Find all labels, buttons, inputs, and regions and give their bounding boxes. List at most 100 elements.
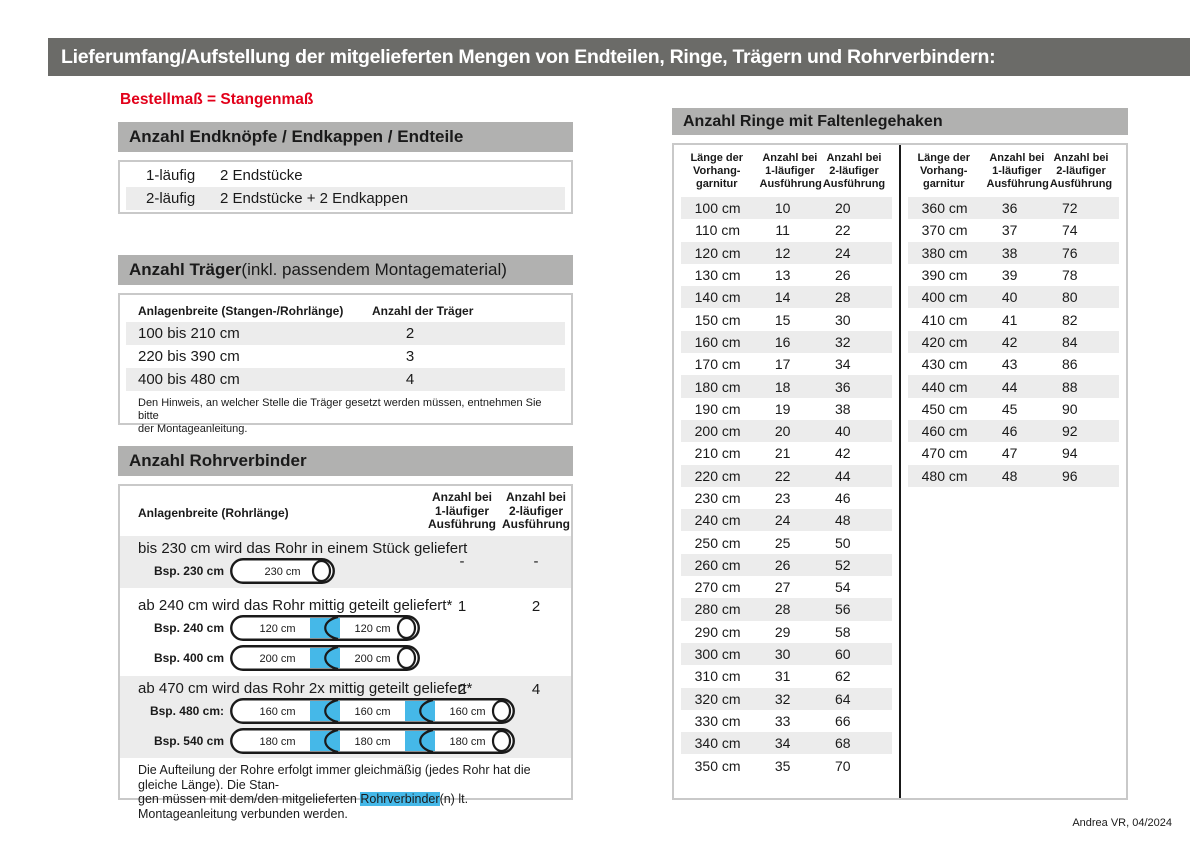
range-cell: 400 bis 480 cm [138,371,240,388]
page-title-bar: Lieferumfang/Aufstellung der mitgeliefer… [48,38,1190,76]
count-1laeufig-cell: 17 [774,356,791,373]
length-cell: 300 cm [694,646,741,663]
page-title: Lieferumfang/Aufstellung der mitgeliefer… [61,45,996,68]
count-2laeufig-cell: 62 [835,668,851,685]
rohrverbinder-highlight: Rohrverbinder [360,792,440,806]
example-label: Bsp. 480 cm: [149,704,224,718]
endteile-value: 2 Endstücke [220,167,303,184]
ring-table-row: 430 cm 43 86 [908,353,1119,375]
length-cell: 210 cm [694,445,741,462]
ringe-panel: Länge der Vorhang- garnitur Anzahl bei 1… [672,143,1128,800]
count-2laeufig-cell: 54 [835,579,851,596]
traeger-table: Anlagenbreite (Stangen-/Rohrlänge) Anzah… [118,293,573,435]
length-cell: 280 cm [694,601,741,618]
ring-table-row: 250 cm 25 50 [681,531,892,553]
count-1laeufig-cell: 28 [774,601,791,618]
endteile-row: 1-läufig 2 Endstücke [126,164,565,187]
count-2laeufig-cell: 56 [835,601,851,618]
count-cell: 4 [405,371,415,388]
length-cell: 420 cm [921,333,968,350]
length-cell: 200 cm [694,423,741,440]
ring-table-row: 140 cm 14 28 [681,286,892,309]
ring-header-1laeufig: Anzahl bei 1-läufiger Ausführung [759,152,822,190]
ring-table-row: 420 cm 42 84 [908,330,1119,354]
length-cell: 470 cm [921,445,968,462]
length-cell: 480 cm [921,467,968,484]
ring-table-row: 330 cm 33 66 [681,710,892,732]
count-2laeufig-cell: 82 [1062,311,1078,328]
count-1laeufig-cell: 38 [1001,244,1018,261]
count-1laeufig-cell: 14 [774,289,791,306]
ring-table-row: 160 cm 16 32 [681,330,892,354]
length-cell: 250 cm [694,534,741,551]
section-header-endteile: Anzahl Endknöpfe / Endkappen / Endteile [118,122,573,152]
ring-table-row: 410 cm 41 82 [908,308,1119,330]
length-cell: 230 cm [694,490,741,506]
ring-table-row: 130 cm 13 26 [681,264,892,286]
count-1laeufig-cell: 32 [774,690,791,707]
ring-table-row: 390 cm 39 78 [908,264,1119,286]
ring-table-row: 370 cm 37 74 [908,219,1119,241]
count-1laeufig-cell: 34 [774,735,791,752]
count-1laeufig-cell: 27 [774,579,791,596]
count-1laeufig-cell: 11 [775,222,790,239]
ring-rows-left: 100 cm 10 20 110 cm 11 22 120 cm 12 24 130 cm 13 26… [674,197,899,777]
length-cell: 320 cm [694,690,741,707]
count-2laeufig: 4 [531,681,541,698]
page-footer: Andrea VR, 04/2024 [1072,817,1172,829]
count-1laeufig-cell: 25 [774,534,791,551]
length-cell: 120 cm [694,244,741,261]
count-2laeufig-cell: 90 [1062,400,1078,417]
count-1laeufig-cell: 39 [1001,267,1018,284]
tube-diagram: 200 cm 200 cm [230,645,420,671]
count-2laeufig-cell: 30 [835,311,851,328]
svg-text:160 cm: 160 cm [259,706,295,718]
count-2laeufig-cell: 96 [1062,467,1078,484]
section-header-ringe: Anzahl Ringe mit Faltenlegehaken [672,108,1128,135]
svg-text:180 cm: 180 cm [259,736,295,748]
count-2laeufig-cell: 26 [835,267,851,284]
count-2laeufig-cell: 28 [835,289,851,306]
svg-text:200 cm: 200 cm [259,653,295,665]
length-cell: 240 cm [694,512,741,529]
count-cell: 3 [405,348,415,365]
count-2laeufig-cell: 58 [835,623,851,640]
count-2laeufig-cell: 60 [835,646,851,663]
column-header-1laeufig: Anzahl bei 1-läufiger Ausführung [428,490,496,531]
rohr-note-line2-post: (n) lt. Montageanleitung verbunden werde… [138,792,469,821]
traeger-row: 220 bis 390 cm 3 [126,345,565,368]
ring-header-laenge: Länge der Vorhang- garnitur [917,152,971,190]
count-1laeufig-cell: 13 [774,267,791,284]
count-2laeufig-cell: 48 [835,512,851,529]
endteile-value: 2 Endstücke + 2 Endkappen [220,190,409,207]
ring-table-row: 440 cm 44 88 [908,375,1119,398]
tube-diagram: 120 cm 120 cm [230,615,420,641]
length-cell: 360 cm [921,200,968,217]
tube-diagram: 230 cm [230,558,335,584]
count-1laeufig-cell: 33 [774,712,791,729]
count-2laeufig-cell: 36 [835,378,851,395]
count-2laeufig-cell: 64 [835,690,851,707]
subtitle-bestellmass: Bestellmaß = Stangenmaß [120,91,314,108]
section-header-traeger: Anzahl Träger (inkl. passendem Montagema… [118,255,573,285]
count-2laeufig-cell: 76 [1062,244,1078,261]
column-header-anzahl-traeger: Anzahl der Träger [372,304,474,318]
count-2laeufig-cell: 22 [835,222,851,239]
ring-table-row: 270 cm 27 54 [681,576,892,598]
count-1laeufig-cell: 48 [1001,467,1018,484]
ring-table-row: 280 cm 28 56 [681,598,892,621]
ring-table-row: 240 cm 24 48 [681,509,892,532]
length-cell: 330 cm [694,712,741,729]
block-text: bis 230 cm wird das Rohr in einem Stück … [138,540,468,557]
ring-table-header: Länge der Vorhang- garnitur Anzahl bei 1… [674,145,899,197]
length-cell: 140 cm [694,289,741,306]
endteile-row: 2-läufig 2 Endstücke + 2 Endkappen [126,187,565,210]
rohr-block-bis-230: bis 230 cm wird das Rohr in einem Stück … [120,536,571,588]
count-2laeufig-cell: 74 [1062,222,1078,239]
count-2laeufig-cell: 24 [835,244,851,261]
block-text: ab 470 cm wird das Rohr 2x mittig geteil… [138,680,473,697]
ring-table-row: 220 cm 22 44 [681,464,892,487]
count-1laeufig-cell: 43 [1001,356,1018,373]
section-header-traeger-rest: (inkl. passendem Montagematerial) [241,260,507,279]
ring-table-row: 310 cm 31 62 [681,665,892,687]
